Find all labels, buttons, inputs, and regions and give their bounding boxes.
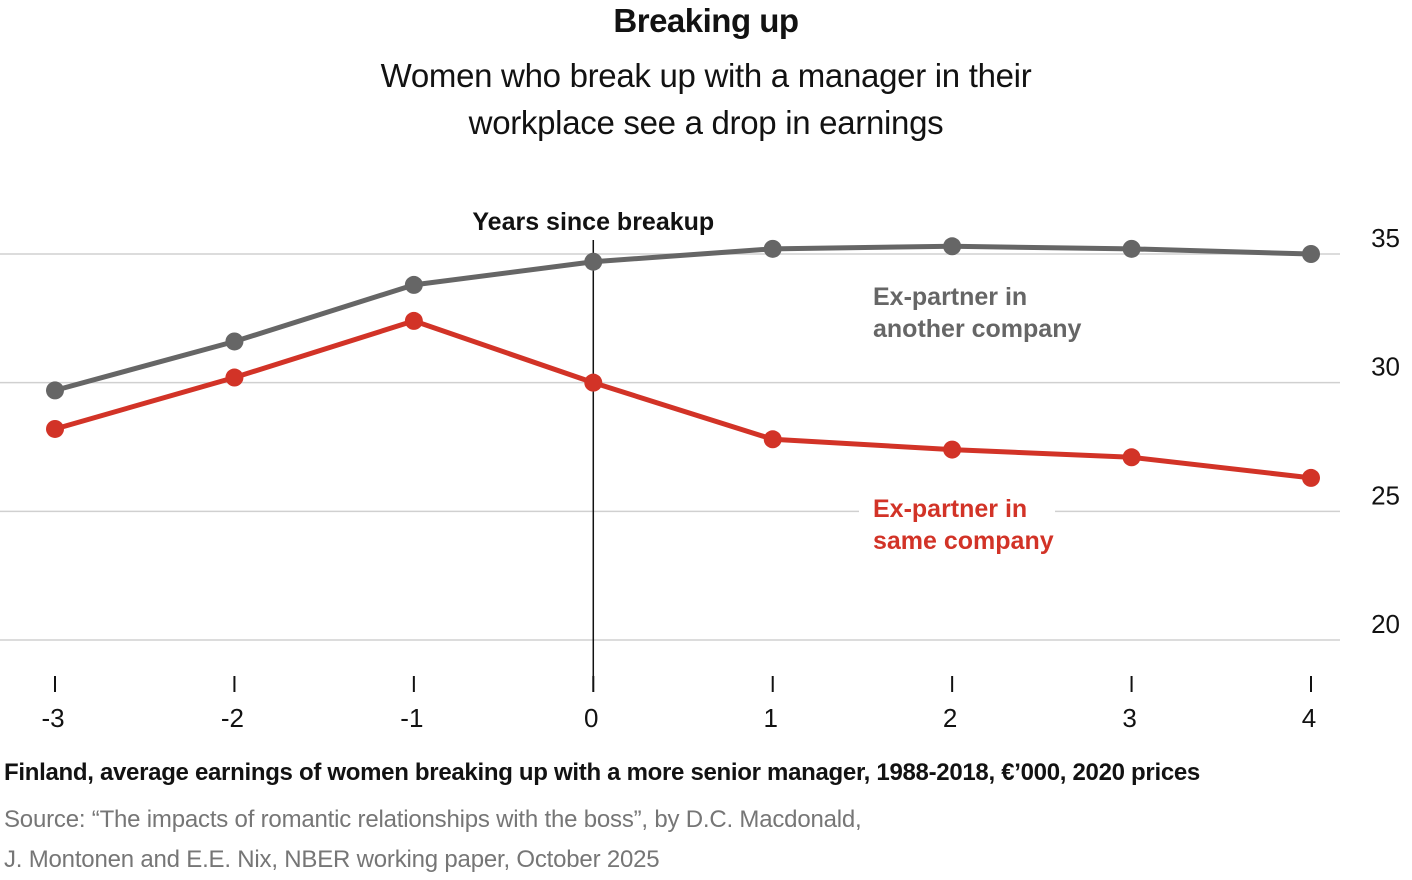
x-tick-label-5: 2 xyxy=(943,703,957,733)
series-label-0-line-0: Ex-partner in xyxy=(873,283,1027,311)
series-line-0 xyxy=(52,243,1314,393)
series-label-bg-1 xyxy=(859,491,1055,561)
x-tick-label-2: -1 xyxy=(400,703,423,733)
x-tick-label-1: -2 xyxy=(221,703,244,733)
series-0-point-5 xyxy=(943,237,962,256)
source-line-1: Source: “The impacts of romantic relatio… xyxy=(4,806,862,833)
series-0-point-1 xyxy=(225,332,244,351)
x-tick-label-4: 1 xyxy=(763,703,777,733)
series-0-point-3 xyxy=(584,252,603,271)
series-0-point-6 xyxy=(1122,239,1141,258)
series-0-point-2 xyxy=(404,275,423,294)
series-0-point-4 xyxy=(763,239,782,258)
chart-caption: Finland, average earnings of women break… xyxy=(4,759,1200,786)
x-tick-label-3: 0 xyxy=(584,703,598,733)
chart-title: Breaking up xyxy=(613,2,799,39)
series-label-1-line-0: Ex-partner in xyxy=(873,495,1027,523)
series-label-1-line-1: same company xyxy=(873,527,1054,555)
y-tick-label-30: 30 xyxy=(1371,352,1400,382)
chart-subtitle: Women who break up with a manager in the… xyxy=(380,57,1032,141)
series-0-point-0 xyxy=(46,381,64,400)
series-1-point-1 xyxy=(225,368,244,387)
series-line-1 xyxy=(52,318,1314,481)
chart-source: Source: “The impacts of romantic relatio… xyxy=(4,800,964,880)
series-1-point-5 xyxy=(943,440,962,459)
y-tick-label-25: 25 xyxy=(1371,480,1400,510)
line-chart: 20 25 30 35 -3 -2 -1 0 1 2 3 4 Years since breakup Ex… xyxy=(0,208,1400,733)
series-1-point-7 xyxy=(1302,468,1320,487)
x-tick-label-7: 4 xyxy=(1302,703,1316,733)
series-0-point-7 xyxy=(1302,245,1320,263)
series-1-point-3 xyxy=(584,373,603,392)
y-tick-label-20: 20 xyxy=(1371,609,1400,639)
source-line-2: J. Montonen and E.E. Nix, NBER working p… xyxy=(4,846,660,873)
x-tick-label-6: 3 xyxy=(1122,703,1136,733)
series-1-point-0 xyxy=(46,419,64,438)
x-tick-label-0: -3 xyxy=(41,703,64,733)
series-1-point-2 xyxy=(404,311,423,330)
series-1-point-4 xyxy=(763,430,782,449)
breakup-annotation: Years since breakup xyxy=(472,208,714,236)
series-1-point-6 xyxy=(1122,448,1141,467)
y-tick-label-35: 35 xyxy=(1371,223,1400,253)
series-label-0-line-1: another company xyxy=(873,315,1081,343)
